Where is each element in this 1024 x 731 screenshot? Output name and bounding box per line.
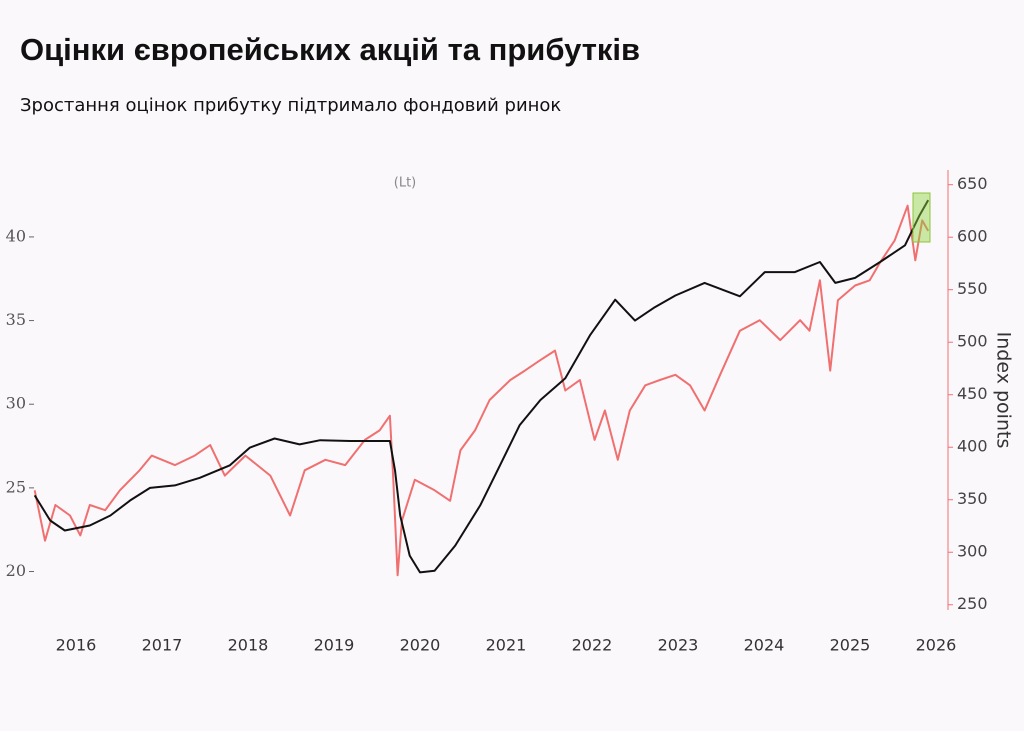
x-tick-label: 2020 [400, 636, 441, 655]
series-line [33, 204, 930, 577]
x-tick-label: 2026 [916, 636, 957, 655]
annotation: (Lt) [394, 176, 416, 191]
x-tick-label: 2019 [314, 636, 355, 655]
chart-subtitle: Зростання оцінок прибутку підтримало фон… [20, 95, 561, 116]
x-tick-label: 2016 [56, 636, 97, 655]
y2-tick-label: 450 [957, 384, 988, 403]
x-tick-label: 2018 [228, 636, 269, 655]
y-tick-label: 25 [6, 477, 26, 496]
y2-tick-label: 250 [957, 594, 988, 613]
y-tick-label: 20 [6, 561, 26, 580]
x-tick-label: 2025 [830, 636, 871, 655]
y2-tick-label: 350 [957, 489, 988, 508]
series-line [33, 199, 930, 574]
x-tick-label: 2021 [486, 636, 527, 655]
y2-tick-label: 650 [957, 174, 988, 193]
x-tick-label: 2023 [658, 636, 699, 655]
chart-title: Оцінки європейських акцій та прибутків [20, 32, 640, 67]
x-tick-label: 2022 [572, 636, 613, 655]
y2-tick-label: 500 [957, 332, 988, 351]
x-tick-label: 2017 [142, 636, 183, 655]
x-tick-label: 2024 [744, 636, 785, 655]
y-tick-label: 35 [6, 310, 26, 329]
y-tick-label: 30 [6, 394, 26, 413]
y2-axis-label: Index points [993, 332, 1015, 449]
y2-tick-label: 550 [957, 279, 988, 298]
y2-tick-label: 300 [957, 542, 988, 561]
y2-tick-label: 600 [957, 227, 988, 246]
highlight-box [912, 192, 931, 243]
y2-tick-label: 400 [957, 437, 988, 456]
y-tick-label: 40 [6, 226, 26, 245]
